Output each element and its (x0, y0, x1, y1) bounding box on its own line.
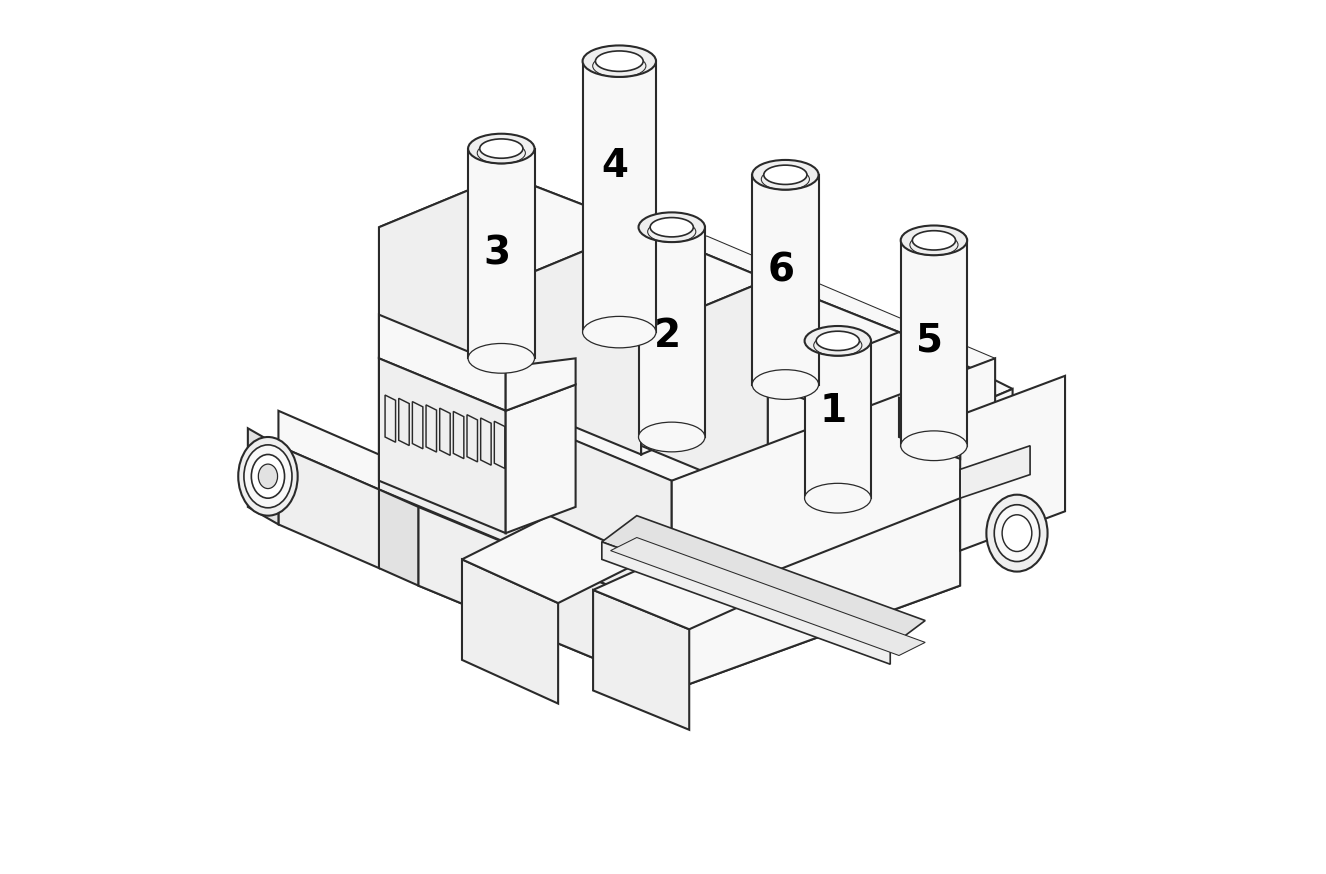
Polygon shape (639, 227, 705, 437)
Ellipse shape (244, 445, 292, 508)
Polygon shape (418, 507, 672, 690)
Polygon shape (505, 175, 642, 411)
Polygon shape (642, 280, 899, 385)
Ellipse shape (817, 331, 859, 350)
Polygon shape (461, 559, 558, 704)
Polygon shape (642, 280, 768, 498)
Text: 5: 5 (916, 322, 943, 360)
Polygon shape (379, 358, 505, 533)
Ellipse shape (259, 464, 277, 489)
Ellipse shape (805, 483, 871, 513)
Polygon shape (379, 236, 994, 481)
Text: 6: 6 (768, 252, 794, 290)
Polygon shape (412, 402, 423, 449)
Ellipse shape (752, 160, 818, 190)
Ellipse shape (252, 454, 285, 498)
Polygon shape (468, 149, 534, 358)
Polygon shape (768, 280, 899, 498)
Ellipse shape (764, 165, 808, 184)
Polygon shape (505, 385, 575, 533)
Ellipse shape (987, 495, 1048, 572)
Text: 4: 4 (602, 147, 629, 185)
Polygon shape (593, 590, 690, 730)
Polygon shape (514, 227, 642, 454)
Ellipse shape (900, 431, 967, 461)
Ellipse shape (994, 505, 1040, 561)
Polygon shape (768, 332, 1013, 437)
Polygon shape (593, 551, 777, 629)
Polygon shape (480, 418, 491, 465)
Ellipse shape (595, 51, 643, 72)
Text: 3: 3 (484, 234, 511, 273)
Polygon shape (399, 399, 410, 446)
Polygon shape (426, 405, 436, 452)
Polygon shape (805, 341, 871, 498)
Ellipse shape (582, 316, 656, 348)
Polygon shape (505, 358, 575, 411)
Polygon shape (467, 415, 477, 462)
Polygon shape (379, 175, 505, 411)
Polygon shape (278, 446, 379, 568)
Ellipse shape (480, 139, 522, 158)
Polygon shape (495, 421, 505, 468)
Polygon shape (602, 542, 890, 664)
Polygon shape (379, 175, 642, 280)
Polygon shape (900, 240, 967, 446)
Polygon shape (642, 227, 768, 454)
Text: 2: 2 (654, 317, 682, 356)
Polygon shape (960, 376, 1065, 551)
Polygon shape (602, 516, 926, 647)
Polygon shape (752, 175, 818, 385)
Ellipse shape (1002, 515, 1032, 551)
Polygon shape (379, 358, 672, 612)
Ellipse shape (752, 370, 818, 399)
Ellipse shape (900, 225, 967, 255)
Ellipse shape (912, 231, 956, 250)
Polygon shape (418, 481, 960, 690)
Polygon shape (672, 498, 960, 690)
Polygon shape (960, 446, 1030, 498)
Polygon shape (899, 398, 960, 459)
Polygon shape (610, 538, 926, 656)
Ellipse shape (239, 437, 297, 516)
Polygon shape (385, 395, 395, 442)
Polygon shape (582, 61, 656, 332)
Polygon shape (461, 516, 646, 603)
Polygon shape (514, 227, 768, 332)
Ellipse shape (650, 218, 693, 237)
Ellipse shape (582, 45, 656, 77)
Polygon shape (379, 489, 418, 586)
Ellipse shape (639, 422, 705, 452)
Polygon shape (379, 315, 505, 411)
Polygon shape (440, 408, 451, 455)
Polygon shape (899, 389, 1013, 507)
Polygon shape (453, 412, 464, 459)
Polygon shape (278, 411, 379, 489)
Polygon shape (248, 428, 278, 524)
Ellipse shape (468, 134, 534, 163)
Ellipse shape (639, 212, 705, 242)
Polygon shape (672, 358, 994, 612)
Text: 1: 1 (819, 392, 847, 430)
Ellipse shape (468, 343, 534, 373)
Ellipse shape (805, 326, 871, 356)
